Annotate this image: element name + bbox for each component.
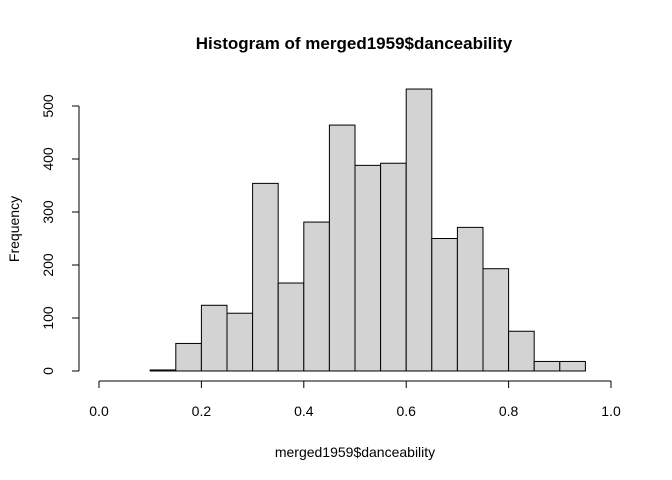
y-tick-label-2: 200: [40, 253, 56, 277]
x-tick-label-2: 0.4: [294, 403, 314, 419]
histogram-bar-15: [482, 268, 510, 372]
histogram-bar-18: [559, 360, 586, 372]
histogram-bar-9: [328, 124, 356, 372]
histogram-bar-2: [149, 369, 177, 372]
x-axis-label: merged1959$danceability: [275, 444, 435, 460]
y-tick-label-5: 500: [40, 94, 56, 118]
y-axis-label: Frequency: [6, 196, 22, 262]
histogram-bar-13: [431, 238, 458, 372]
x-tick-label-0: 0.0: [89, 403, 109, 419]
y-tick-label-4: 400: [40, 147, 56, 171]
histogram-bar-17: [533, 360, 561, 372]
histogram-bar-3: [175, 342, 202, 372]
histogram-bar-4: [200, 304, 228, 372]
x-tick-label-3: 0.6: [396, 403, 416, 419]
x-axis: 0.0 0.2 0.4 0.6 0.8 1.0: [89, 380, 621, 419]
x-tick-label-4: 0.8: [499, 403, 519, 419]
y-tick-label-1: 100: [40, 306, 56, 330]
histogram-bar-16: [508, 330, 535, 372]
histogram-bar-7: [277, 282, 305, 372]
x-tick-label-5: 1.0: [601, 403, 621, 419]
y-tick-label-3: 300: [40, 200, 56, 224]
histogram-bar-14: [456, 226, 484, 372]
histogram-bar-11: [380, 162, 407, 372]
x-tick-label-1: 0.2: [192, 403, 212, 419]
y-tick-label-0: 0: [40, 367, 56, 375]
histogram-bar-8: [303, 221, 330, 372]
histogram-bar-5: [226, 312, 254, 372]
histogram-bar-12: [405, 88, 433, 372]
histogram-bar-10: [354, 164, 382, 372]
chart-title: Histogram of merged1959$danceability: [196, 34, 513, 53]
histogram-bar-6: [252, 182, 279, 372]
y-axis: 0 100 200 300 400 500: [40, 94, 80, 375]
bars-group: [149, 88, 586, 372]
